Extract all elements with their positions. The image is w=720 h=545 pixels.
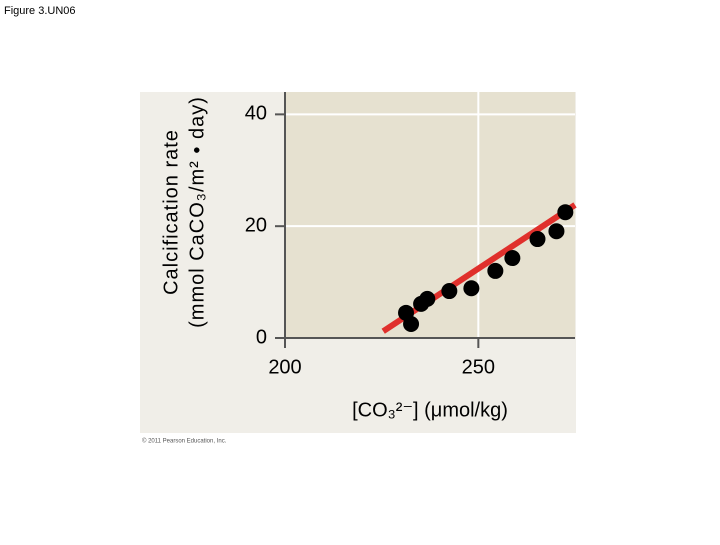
y-axis-title-line: Calcification rate bbox=[160, 129, 182, 295]
y-tick-label: 0 bbox=[256, 326, 267, 348]
y-axis-title-line: (mmol CaCO₃/m² • day) bbox=[186, 96, 208, 328]
point bbox=[463, 280, 480, 297]
point bbox=[557, 204, 574, 221]
x-axis-title: [CO₃²⁻] (μmol/kg) bbox=[352, 399, 508, 421]
x-tick-label: 200 bbox=[268, 356, 301, 378]
point bbox=[504, 250, 521, 267]
point bbox=[548, 223, 565, 240]
point bbox=[529, 231, 546, 248]
point bbox=[487, 262, 504, 279]
copyright: © 2011 Pearson Education, Inc. bbox=[142, 438, 227, 445]
trend-line bbox=[381, 202, 577, 334]
y-tick-label: 20 bbox=[245, 214, 267, 236]
figure-label: Figure 3.UN06 bbox=[4, 5, 76, 17]
point bbox=[403, 316, 420, 333]
point bbox=[441, 283, 458, 300]
x-tick-label: 250 bbox=[462, 356, 495, 378]
y-tick-label: 40 bbox=[245, 103, 267, 125]
y-axis-title: Calcification rate (mmol CaCO₃/m² • day) bbox=[160, 96, 208, 328]
point bbox=[419, 290, 436, 307]
